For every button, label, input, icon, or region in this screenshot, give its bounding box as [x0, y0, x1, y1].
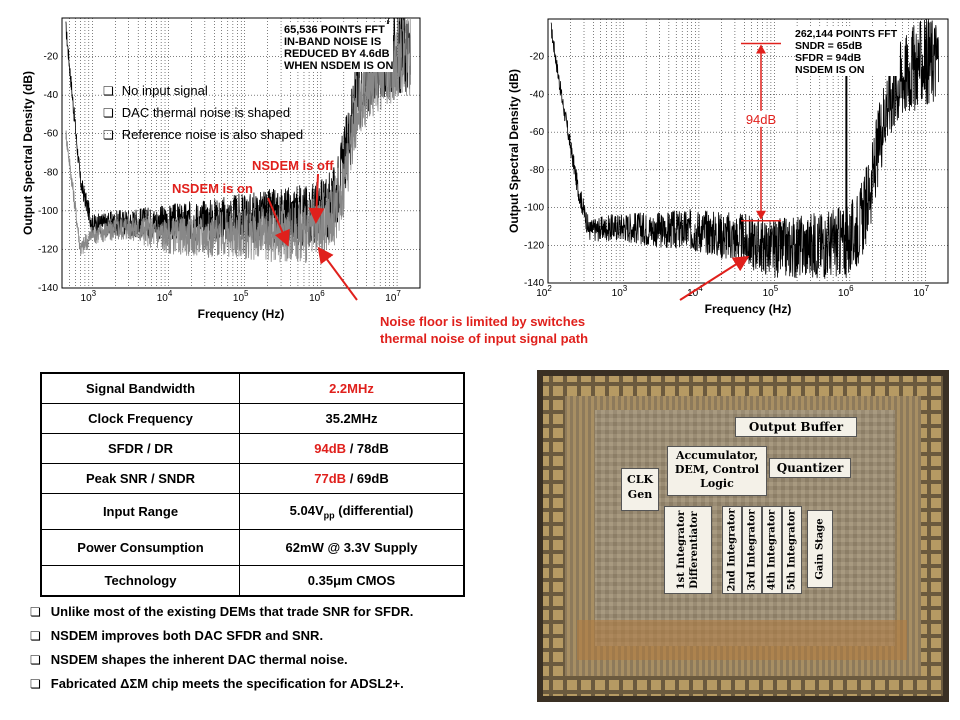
y-tick-label: -40	[44, 90, 59, 101]
x-tick-label: 103	[81, 289, 97, 304]
fft-annotation-line: 65,536 POINTS FFT	[284, 24, 385, 36]
summary-notes: Unlike most of the existing DEMs that tr…	[30, 600, 414, 696]
spec-value: 2.2MHz	[239, 372, 465, 404]
label-nsdem-on: NSDEM is on	[172, 181, 253, 196]
fft-annotation-line: REDUCED BY 4.6dB	[284, 48, 390, 60]
block-int4: 4th Integrator	[762, 506, 782, 594]
fft-annotation-line: SNDR = 65dB	[795, 40, 863, 52]
spec-value: 77dB / 69dB	[239, 463, 465, 494]
note-item: Fabricated ΔΣM chip meets the specificat…	[30, 672, 413, 696]
fft-annotation-line: SFDR = 94dB	[795, 52, 862, 64]
spec-label: SFDR / DR	[40, 433, 240, 464]
block-int2: 2nd Integrator	[722, 506, 742, 594]
x-tick-label: 104	[687, 284, 703, 299]
spec-label: Clock Frequency	[40, 403, 240, 434]
dim-label-bg	[739, 110, 783, 127]
series-line-2	[65, 17, 411, 263]
y-tick-label: -40	[530, 89, 545, 100]
y-axis-label: Output Spectral Density (dB)	[21, 71, 35, 235]
block-accumulator: Accumulator, DEM, Control Logic	[667, 446, 767, 496]
block-clk-gen: CLK Gen	[621, 468, 659, 511]
x-axis-label: Frequency (Hz)	[198, 307, 285, 321]
spec-value: 35.2MHz	[239, 403, 465, 434]
spec-table: Signal Bandwidth 2.2MHz Clock Frequency …	[40, 372, 465, 597]
y-tick-label: -60	[530, 127, 545, 138]
callout-line-1: Noise floor is limited by switches	[380, 314, 586, 329]
y-tick-label: -120	[38, 244, 58, 255]
dim-label-94db: 94dB	[746, 112, 776, 127]
note-item: NSDEM improves both DAC SFDR and SNR.	[30, 624, 413, 648]
y-tick-label: -140	[38, 283, 58, 294]
block-gain-stage: Gain Stage	[807, 510, 833, 588]
x-tick-label: 106	[838, 284, 854, 299]
spec-value: 5.04Vpp (differential)	[239, 493, 465, 530]
block-int1: 1st Integrator Differentiator	[664, 506, 712, 594]
spec-label: Peak SNR / SNDR	[40, 463, 240, 494]
x-tick-label: 105	[763, 284, 779, 299]
fft-annotation-line: IN-BAND NOISE IS	[284, 36, 382, 48]
table-row: Input Range 5.04Vpp (differential)	[40, 493, 465, 530]
table-row: Signal Bandwidth 2.2MHz	[40, 372, 465, 404]
fft-annotation-box-2: 262,144 POINTS FFT SNDR = 65dB SFDR = 94…	[795, 28, 898, 76]
x-tick-label: 104	[157, 289, 173, 304]
y-tick-label: -20	[530, 52, 545, 63]
table-row: Technology 0.35μm CMOS	[40, 565, 465, 597]
table-row: Power Consumption 62mW @ 3.3V Supply	[40, 529, 465, 566]
fft-annotation-line: 262,144 POINTS FFT	[795, 28, 898, 40]
spec-label: Input Range	[40, 493, 240, 530]
x-tick-label: 107	[913, 284, 929, 299]
spec-label: Technology	[40, 565, 240, 597]
block-quantizer: Quantizer	[769, 458, 851, 478]
series-line-1	[550, 18, 939, 279]
bullet-item: Reference noise is also shaped	[103, 124, 303, 146]
callout-line-2: thermal noise of input signal path	[380, 331, 589, 346]
dim-arrow-down	[756, 210, 766, 220]
spectrum-plot-nsdem-compare: -20 -40 -60 -80 -100 -120 -140 103 104 105 106 107 F…	[0, 0, 430, 330]
table-row: Clock Frequency 35.2MHz	[40, 403, 465, 434]
fft-annotation-line: NSDEM IS ON	[795, 64, 865, 76]
block-int5: 5th Integrator	[782, 506, 802, 594]
y-axis-label: Output Spectral Density (dB)	[507, 69, 521, 233]
bullet-item: No input signal	[103, 80, 303, 102]
spec-value: 0.35μm CMOS	[239, 565, 465, 597]
x-tick-label: 103	[612, 284, 628, 299]
note-item: Unlike most of the existing DEMs that tr…	[30, 600, 414, 624]
y-tick-label: -20	[44, 52, 59, 63]
table-row: Peak SNR / SNDR 77dB / 69dB	[40, 463, 465, 494]
dim-arrow-up	[756, 44, 766, 54]
y-tick-label: -80	[44, 167, 59, 178]
spec-value: 62mW @ 3.3V Supply	[239, 529, 465, 566]
x-tick-label: 105	[233, 289, 249, 304]
y-tick-label: -100	[524, 203, 544, 214]
y-tick-label: -140	[524, 278, 544, 289]
spec-label: Signal Bandwidth	[40, 372, 240, 404]
spectrum-plot-tone: -20 -40 -60 -80 -100 -120 -140 102 103 104 105 106 1…	[505, 0, 960, 320]
label-nsdem-off: NSDEM is off	[252, 158, 334, 173]
x-tick-label: 106	[309, 289, 325, 304]
block-int3: 3rd Integrator	[742, 506, 762, 594]
spec-value: 94dB / 78dB	[239, 433, 465, 464]
y-tick-label: -60	[44, 129, 59, 140]
x-tick-label: 107	[385, 289, 401, 304]
fft-annotation-line: WHEN NSDEM IS ON	[284, 60, 394, 72]
plot1-bullet-list: No input signal DAC thermal noise is sha…	[103, 80, 303, 146]
chip-die-photo: Output Buffer Accumulator, DEM, Control Lo…	[537, 370, 949, 702]
copper-bus	[577, 620, 907, 660]
spec-label: Power Consumption	[40, 529, 240, 566]
x-axis-label: Frequency (Hz)	[705, 302, 792, 316]
note-item: NSDEM shapes the inherent DAC thermal no…	[30, 648, 413, 672]
table-row: SFDR / DR 94dB / 78dB	[40, 433, 465, 464]
bullet-item: DAC thermal noise is shaped	[103, 102, 303, 124]
noise-floor-callout: Noise floor is limited by switches therm…	[380, 313, 588, 347]
y-tick-label: -100	[38, 206, 58, 217]
block-output-buffer: Output Buffer	[735, 417, 857, 437]
y-tick-label: -80	[530, 165, 545, 176]
y-tick-label: -120	[524, 240, 544, 251]
fft-annotation-box-1: 65,536 POINTS FFT IN-BAND NOISE IS REDUC…	[284, 24, 394, 72]
